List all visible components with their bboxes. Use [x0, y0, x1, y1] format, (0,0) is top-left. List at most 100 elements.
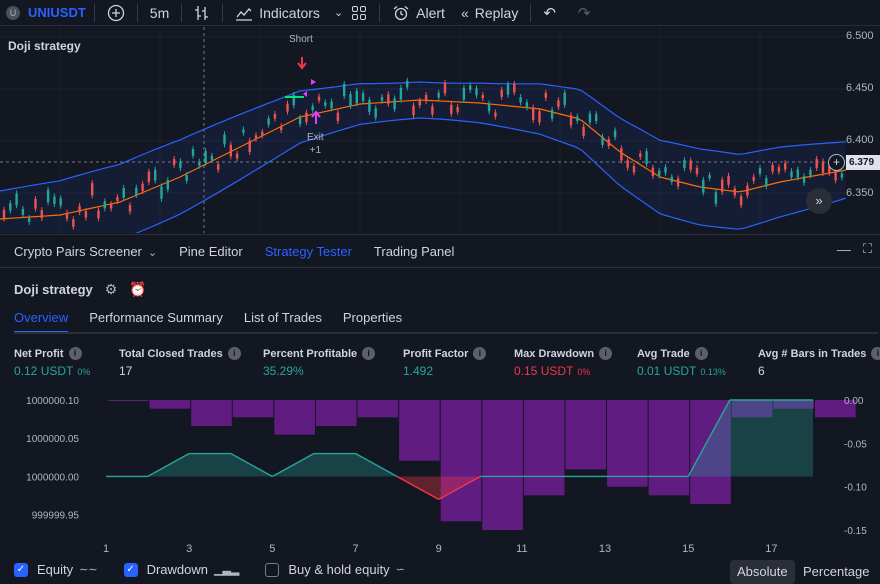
candle-body — [343, 84, 346, 97]
candle-body — [172, 158, 176, 166]
tab-strategy-tester[interactable]: Strategy Tester — [264, 243, 352, 259]
info-icon[interactable]: i — [473, 347, 487, 360]
tab-trading-panel[interactable]: Trading Panel — [373, 243, 455, 259]
candle-body — [15, 193, 18, 206]
redo-button[interactable]: ↷ — [574, 0, 595, 26]
candle-body — [500, 89, 503, 97]
equity-line-segment — [438, 475, 481, 501]
equity-line-segment — [687, 399, 731, 477]
current-price-label: 6.379 — [846, 155, 880, 170]
undo-button[interactable]: ↶ — [539, 0, 560, 26]
candle-body — [437, 92, 440, 98]
bottom-panel-tabs: Crypto Pairs Screener ⌄ Pine Editor Strat… — [0, 234, 880, 268]
percentage-toggle[interactable]: Percentage — [803, 564, 870, 579]
bollinger-lower-line — [135, 117, 847, 233]
equity-chart[interactable]: 1000000.10 1000000.05 1000000.00 999999.95 0… — [0, 390, 880, 555]
divider — [136, 3, 138, 22]
compare-button[interactable] — [103, 0, 129, 26]
indicators-button[interactable]: Indicators ⌄ — [231, 0, 347, 26]
candle-body — [380, 96, 384, 101]
tab-pine-editor[interactable]: Pine Editor — [179, 243, 243, 259]
absolute-toggle[interactable]: Absolute — [730, 560, 795, 584]
candle-body — [525, 102, 529, 108]
candle-body — [733, 188, 736, 196]
info-icon[interactable]: i — [227, 347, 241, 360]
equity-toggle[interactable]: ✓ Equity ∼∼ — [14, 562, 98, 577]
candle-body — [765, 178, 768, 187]
tab-crypto-pairs-screener[interactable]: Crypto Pairs Screener ⌄ — [14, 243, 158, 259]
buyhold-toggle[interactable]: Buy & hold equity ∽ — [265, 562, 405, 577]
candle-body — [828, 165, 831, 173]
tab-overview[interactable]: Overview — [14, 310, 69, 333]
candle-body — [815, 158, 818, 168]
gear-icon[interactable]: ⚙ — [104, 281, 118, 297]
candle-body — [34, 198, 37, 209]
metric-total-closed-trades: Total Closed Trades i 17 — [119, 347, 241, 378]
drawdown-bar — [232, 400, 274, 418]
candle-body — [46, 189, 50, 203]
checkbox-unchecked-icon[interactable] — [265, 562, 280, 577]
candle-body — [267, 118, 270, 125]
candle-body — [494, 112, 497, 117]
candle-body — [418, 100, 421, 106]
candle-body — [532, 107, 535, 120]
checkbox-checked-icon[interactable]: ✓ — [14, 562, 28, 577]
short-signal-label: Short — [289, 34, 313, 45]
indicators-icon — [236, 7, 253, 21]
candle-body — [443, 82, 447, 94]
tab-properties[interactable]: Properties — [342, 310, 403, 325]
info-icon[interactable]: i — [362, 347, 376, 360]
alert-button[interactable]: Alert — [388, 0, 449, 26]
equity-line-segment — [272, 452, 315, 478]
candle-body — [28, 218, 31, 222]
interval-button[interactable]: 5m — [149, 4, 170, 21]
info-icon[interactable]: i — [871, 347, 880, 360]
basis-line — [0, 99, 847, 220]
minimize-icon[interactable]: — — [836, 241, 851, 257]
info-icon[interactable]: i — [68, 347, 82, 360]
drawdown-bar — [274, 400, 315, 435]
candle-body — [714, 192, 718, 204]
candle-body — [513, 83, 516, 93]
candle-body — [784, 163, 787, 170]
drawdown-toggle[interactable]: ✓ Drawdown ▁▃▂ — [123, 562, 239, 577]
metric-avg-bars-in-trades: Avg # Bars in Trades i 6 — [758, 347, 880, 378]
x-tick-label: 5 — [269, 543, 275, 555]
replay-button[interactable]: « Replay — [457, 0, 522, 26]
symbol-selector[interactable]: U UNIUSDT — [0, 0, 86, 26]
subtab-underline — [14, 332, 878, 334]
drawdown-bar — [357, 400, 399, 418]
price-axis-label: 6.450 — [846, 82, 874, 94]
left-axis-label: 1000000.00 — [26, 472, 79, 483]
drawdown-bar — [399, 400, 440, 461]
candle-body — [450, 104, 453, 114]
maximize-icon[interactable]: ⛶ — [862, 241, 872, 256]
exit-qty: +1 — [309, 145, 322, 156]
info-icon[interactable]: i — [599, 347, 613, 360]
buyhold-label: Buy & hold equity — [288, 562, 390, 577]
candle-body — [620, 148, 623, 161]
price-chart[interactable]: Doji strategy Short Exit +1 6.500 6.450 … — [0, 27, 880, 233]
divider — [181, 3, 183, 22]
drawdown-bar — [648, 400, 690, 496]
add-alert-plus-icon[interactable]: + — [828, 154, 845, 171]
equity-line-segment — [355, 452, 398, 478]
alarm-add-icon[interactable]: ⏰ — [129, 281, 147, 297]
drawdown-bar — [191, 400, 232, 426]
info-icon[interactable]: i — [694, 347, 708, 360]
indicators-label: Indicators — [259, 4, 320, 21]
checkbox-checked-icon[interactable]: ✓ — [123, 562, 138, 577]
layouts-button[interactable] — [347, 0, 371, 26]
tab-list-of-trades[interactable]: List of Trades — [243, 310, 322, 325]
candle-body — [204, 151, 207, 163]
drawdown-bar — [482, 400, 523, 530]
scroll-to-realtime-button[interactable]: » — [806, 188, 832, 214]
chart-type-button[interactable] — [190, 0, 214, 26]
candle-body — [752, 176, 755, 181]
bollinger-band-fill — [0, 82, 846, 233]
candle-body — [223, 134, 226, 145]
candle-body — [305, 112, 308, 123]
right-axis-label: -0.10 — [844, 483, 867, 494]
strategy-header: Doji strategy ⚙ ⏰ — [14, 281, 147, 298]
tab-performance-summary[interactable]: Performance Summary — [89, 310, 223, 325]
